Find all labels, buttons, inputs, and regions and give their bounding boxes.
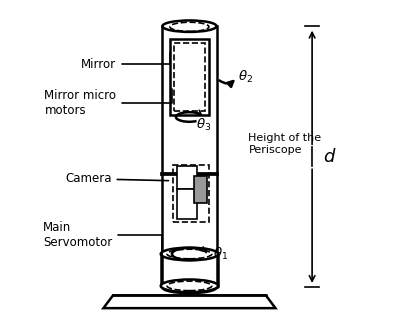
Text: Mirror micro
motors: Mirror micro motors: [45, 89, 172, 117]
Bar: [194, 176, 207, 203]
Bar: [170, 39, 209, 116]
Ellipse shape: [161, 279, 218, 292]
Polygon shape: [103, 295, 275, 308]
Text: Mirror: Mirror: [81, 53, 170, 71]
Ellipse shape: [161, 248, 218, 260]
Bar: [178, 166, 197, 189]
Text: $d$: $d$: [323, 148, 337, 166]
Text: Height of the
Periscope: Height of the Periscope: [248, 133, 322, 155]
Bar: [178, 189, 197, 219]
Text: $\theta_3$: $\theta_3$: [196, 117, 211, 133]
Bar: [174, 44, 205, 111]
Ellipse shape: [162, 282, 217, 293]
Bar: [173, 165, 209, 222]
Text: Main
Servomotor: Main Servomotor: [43, 221, 162, 269]
Text: $\theta_1$: $\theta_1$: [213, 246, 228, 262]
Ellipse shape: [162, 20, 217, 32]
Text: Camera: Camera: [65, 172, 168, 185]
Text: $\theta_2$: $\theta_2$: [238, 69, 253, 85]
